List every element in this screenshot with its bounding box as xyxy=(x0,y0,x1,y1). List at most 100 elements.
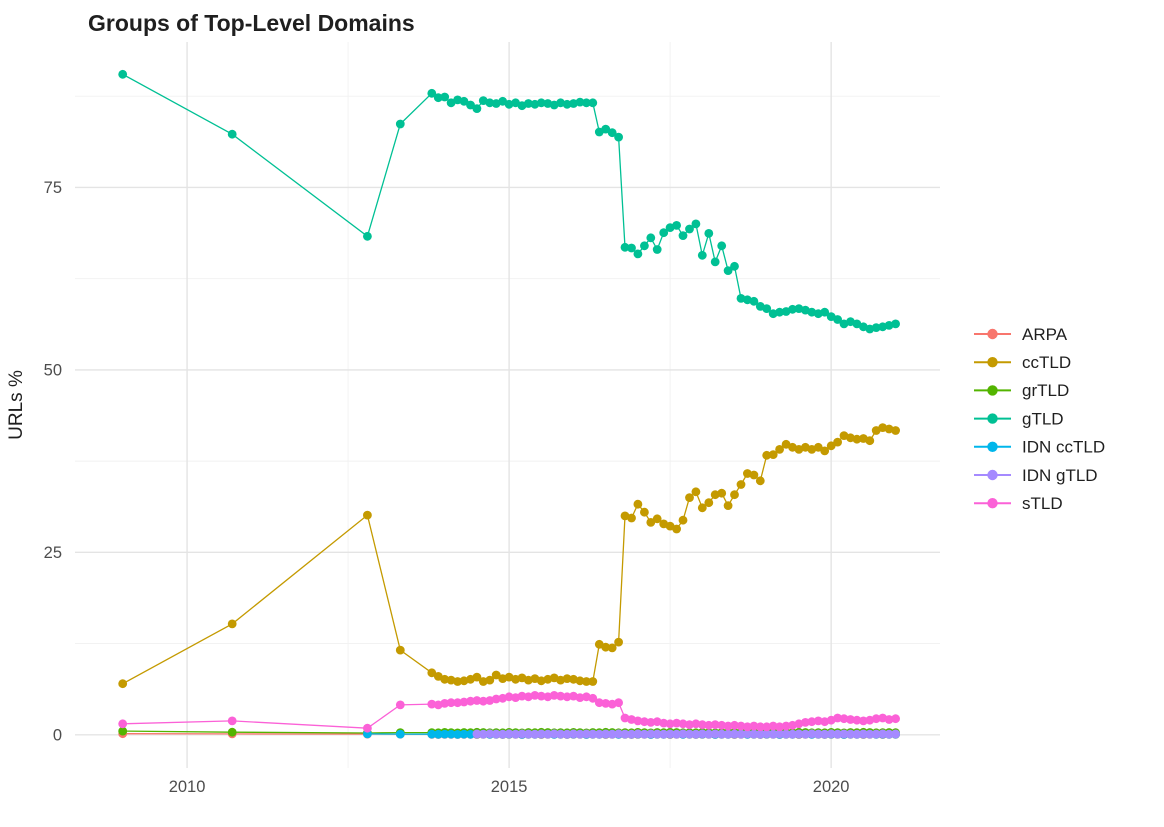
data-point xyxy=(549,729,559,739)
data-point xyxy=(717,488,727,498)
data-point xyxy=(472,672,482,682)
data-point xyxy=(697,729,707,739)
data-point xyxy=(575,676,585,686)
data-point xyxy=(665,729,675,739)
data-point xyxy=(749,470,759,480)
series-gTLD xyxy=(118,69,900,334)
data-point xyxy=(691,219,701,229)
data-point xyxy=(472,696,482,705)
data-point xyxy=(627,243,636,253)
data-point xyxy=(884,715,894,724)
data-point xyxy=(788,304,797,314)
data-point xyxy=(685,729,694,739)
data-point xyxy=(884,729,894,739)
data-point xyxy=(736,721,746,731)
data-point xyxy=(833,713,842,723)
data-point xyxy=(588,677,598,686)
data-point xyxy=(575,97,585,107)
data-point xyxy=(646,718,656,727)
data-point xyxy=(775,722,784,732)
data-point xyxy=(543,729,553,739)
data-point xyxy=(775,729,784,739)
data-point xyxy=(665,719,675,729)
data-point xyxy=(678,719,688,729)
data-point xyxy=(710,720,720,729)
data-point xyxy=(491,694,501,704)
data-point xyxy=(640,507,649,517)
data-point xyxy=(466,100,475,110)
data-point xyxy=(775,307,784,317)
data-point xyxy=(678,515,688,525)
data-point xyxy=(614,132,623,142)
data-point xyxy=(459,96,469,106)
data-point xyxy=(871,729,881,739)
data-point xyxy=(652,245,662,254)
data-point xyxy=(640,717,649,727)
data-point xyxy=(781,721,791,731)
data-point xyxy=(768,450,778,459)
y-tick-label: 75 xyxy=(44,179,62,197)
data-point xyxy=(440,729,450,739)
data-point xyxy=(736,729,746,739)
data-point xyxy=(891,714,900,724)
data-point xyxy=(627,729,636,739)
data-point xyxy=(614,729,623,739)
data-point xyxy=(723,721,733,731)
data-point xyxy=(755,722,765,732)
data-point xyxy=(601,124,611,134)
data-point xyxy=(704,720,714,730)
data-point xyxy=(659,718,669,728)
data-point xyxy=(704,729,714,739)
data-point xyxy=(524,99,533,108)
data-point xyxy=(678,729,688,739)
x-tick-label: 2015 xyxy=(491,778,528,796)
data-point xyxy=(704,229,714,238)
data-point xyxy=(646,518,656,527)
data-point xyxy=(620,242,630,252)
data-point xyxy=(801,729,810,739)
data-point xyxy=(504,692,514,702)
data-point xyxy=(833,315,842,324)
data-point xyxy=(768,721,778,731)
data-point xyxy=(594,729,604,739)
data-point xyxy=(118,719,128,729)
data-point xyxy=(478,729,488,739)
x-tick-label: 2010 xyxy=(169,778,206,796)
legend-label: ccTLD xyxy=(1022,353,1071,372)
data-point xyxy=(697,250,707,260)
data-point xyxy=(562,692,572,702)
data-point xyxy=(723,266,733,275)
data-point xyxy=(697,720,707,729)
data-point xyxy=(859,729,868,739)
data-point xyxy=(466,729,475,739)
data-point xyxy=(582,98,591,108)
data-point xyxy=(588,98,598,108)
data-point xyxy=(846,729,855,739)
data-point xyxy=(723,501,733,510)
data-point xyxy=(672,718,681,728)
data-point xyxy=(601,729,611,739)
data-point xyxy=(227,129,237,139)
data-point xyxy=(588,693,598,703)
data-point xyxy=(685,493,694,502)
data-point xyxy=(582,677,591,686)
data-point xyxy=(627,513,636,523)
data-point xyxy=(633,729,643,739)
data-point xyxy=(852,715,862,725)
legend-item-IDN-ccTLD: IDN ccTLD xyxy=(974,438,1105,457)
data-point xyxy=(826,441,836,451)
data-point xyxy=(459,697,469,707)
data-point xyxy=(659,729,669,739)
legend-item-grTLD: grTLD xyxy=(974,381,1069,400)
data-point xyxy=(433,729,443,739)
data-point xyxy=(517,691,527,701)
data-point xyxy=(524,729,533,739)
data-point xyxy=(807,729,817,739)
data-point xyxy=(453,698,462,708)
data-point xyxy=(826,729,836,739)
grid-layer xyxy=(75,42,940,768)
data-point xyxy=(691,729,701,739)
data-point xyxy=(118,69,128,79)
data-point xyxy=(871,714,881,724)
data-point xyxy=(743,729,752,739)
